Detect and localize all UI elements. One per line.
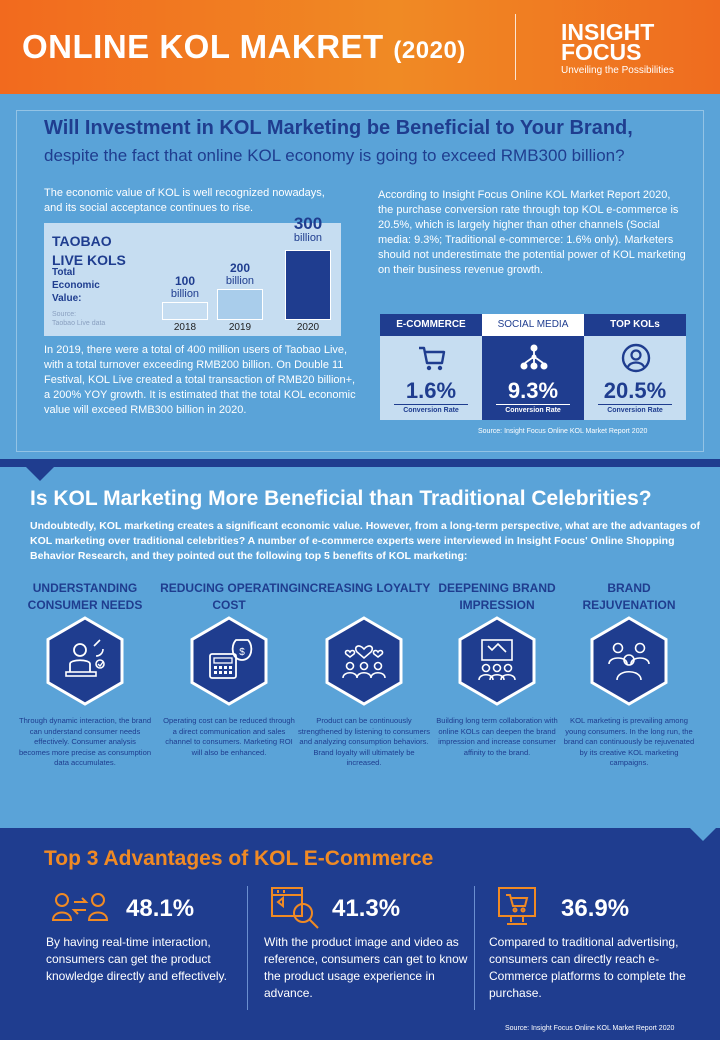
conversion-value: 9.3% — [507, 378, 559, 403]
exchange-people-icon — [52, 893, 108, 921]
brand-tagline: Unveiling the Possibilities — [561, 65, 674, 76]
section3-notch — [690, 828, 716, 841]
consultant-icon — [46, 616, 124, 706]
conversion-rule — [598, 404, 672, 405]
header-banner: ONLINE KOL MAKRET (2020) INSIGHT FOCUS U… — [0, 0, 720, 94]
conversion-head: TOP KOLs — [584, 314, 686, 336]
section1-heading: Will Investment in KOL Marketing be Bene… — [44, 117, 633, 139]
taobao-bar-year: 2019 — [228, 322, 252, 333]
audience-screen-icon — [458, 616, 536, 706]
taobao-bar-year: 2018 — [173, 322, 197, 333]
benefit-title: DEEPENING BRAND IMPRESSION — [438, 581, 556, 612]
conversion-head: SOCIAL MEDIA — [482, 314, 584, 336]
advantage-text: Compared to traditional advertising, con… — [489, 935, 686, 1000]
taobao-source: Source: Taobao Live data — [52, 311, 106, 327]
monitor-cart-icon — [498, 887, 536, 925]
separator-arrow — [26, 467, 54, 481]
brand-line1: INSIGHT — [561, 19, 655, 45]
taobao-bar-label: 200 billion — [205, 262, 275, 287]
section1-left-bottom-text: In 2019, there were a total of 400 milli… — [44, 344, 356, 416]
benefit-text: KOL marketing is prevailing among young … — [563, 716, 695, 767]
benefit-title: INCREASING LOYALTY — [297, 581, 431, 595]
taobao-bar-unit: billion — [293, 232, 323, 244]
brand-logo: INSIGHT FOCUS Unveiling the Possibilitie… — [561, 19, 674, 77]
advantage-divider — [474, 886, 475, 1010]
section1-subheading: despite the fact that online KOL economy… — [44, 146, 625, 165]
advantage-text: By having real-time interaction, consume… — [46, 935, 227, 983]
conversion-caption: Conversion Rate — [505, 407, 561, 414]
conversion-head: E-COMMERCE — [380, 314, 482, 336]
page-title: ONLINE KOL MAKRET (2020) — [22, 28, 466, 66]
section3-source: Source: Insight Focus Online KOL Market … — [505, 1025, 675, 1032]
benefit-text: Building long term collaboration with on… — [436, 716, 558, 757]
section1-left-top-text: The economic value of KOL is well recogn… — [44, 187, 325, 214]
taobao-bar-unit: billion — [225, 275, 255, 287]
taobao-bar-unit: billion — [170, 288, 200, 300]
taobao-bar-label: 300 billion — [273, 215, 343, 244]
hearts-people-icon — [325, 616, 403, 706]
benefit-title: BRAND REJUVENATION — [582, 581, 676, 612]
taobao-bar-value: 200 — [229, 261, 251, 275]
section1-right-top-text: According to Insight Focus Online KOL Ma… — [378, 189, 686, 276]
section-separator — [0, 459, 720, 467]
taobao-bar-value: 300 — [293, 214, 323, 233]
benefit-text: Operating cost can be reduced through a … — [163, 716, 295, 757]
taobao-bar-label: 100 billion — [150, 275, 220, 300]
conversion-caption: Conversion Rate — [403, 407, 459, 414]
advantage-pct: 48.1% — [126, 895, 195, 922]
conversion-source: Source: Insight Focus Online KOL Market … — [478, 428, 648, 435]
header-divider — [515, 14, 516, 80]
section2-intro: Undoubtedly, KOL marketing creates a sig… — [30, 520, 701, 562]
benefit-text: Product can be continuously strengthened… — [297, 716, 431, 767]
taobao-bar-2018 — [162, 302, 208, 320]
conversion-rule — [496, 404, 570, 405]
conversion-rule — [394, 404, 468, 405]
taobao-title: TAOBAO LIVE KOLS — [52, 233, 126, 268]
taobao-bar-value: 100 — [174, 274, 196, 288]
benefit-title: REDUCING OPERATING COST — [160, 581, 298, 612]
advantage-text: With the product image and video as refe… — [264, 935, 468, 1000]
taobao-subtitle: Total Economic Value: — [52, 267, 100, 304]
group-people-icon — [590, 616, 668, 706]
conversion-value: 20.5% — [603, 378, 667, 403]
conversion-caption: Conversion Rate — [607, 407, 663, 414]
title-text: ONLINE KOL MAKRET — [22, 28, 384, 65]
network-icon — [520, 344, 548, 370]
taobao-chart: TAOBAO LIVE KOLS Total Economic Value: S… — [44, 215, 341, 336]
advantage-pct: 41.3% — [332, 895, 401, 922]
conversion-col-ecommerce: E-COMMERCE 1.6% Conversion Rate — [380, 314, 482, 420]
title-year: (2020) — [393, 37, 466, 64]
conversion-value: 1.6% — [405, 378, 457, 403]
svg-text:$: $ — [239, 647, 245, 658]
user-circle-icon — [621, 343, 651, 373]
conversion-table: E-COMMERCE 1.6% Conversion Rate SOCIAL M… — [380, 314, 686, 420]
advantage-pct: 36.9% — [561, 895, 630, 922]
media-search-icon — [271, 887, 319, 929]
advantage-divider — [247, 886, 248, 1010]
benefit-text: Through dynamic interaction, the brand c… — [18, 716, 152, 767]
taobao-bar-2020 — [285, 250, 331, 320]
conversion-col-social: SOCIAL MEDIA 9.3% Conversion Rate — [482, 314, 584, 420]
brand-line2: FOCUS — [561, 39, 642, 65]
conversion-col-topkols: TOP KOLs 20.5% Conversion Rate — [584, 314, 686, 420]
section3-panel — [0, 828, 720, 1040]
taobao-bar-year: 2020 — [296, 322, 320, 333]
calculator-money-icon: $ — [190, 616, 268, 706]
taobao-bar-2019 — [217, 289, 263, 320]
cart-icon — [419, 346, 446, 371]
benefit-title: UNDERSTANDING CONSUMER NEEDS — [27, 581, 143, 612]
section2-heading: Is KOL Marketing More Beneficial than Tr… — [30, 487, 652, 510]
section3-heading: Top 3 Advantages of KOL E-Commerce — [44, 847, 434, 870]
